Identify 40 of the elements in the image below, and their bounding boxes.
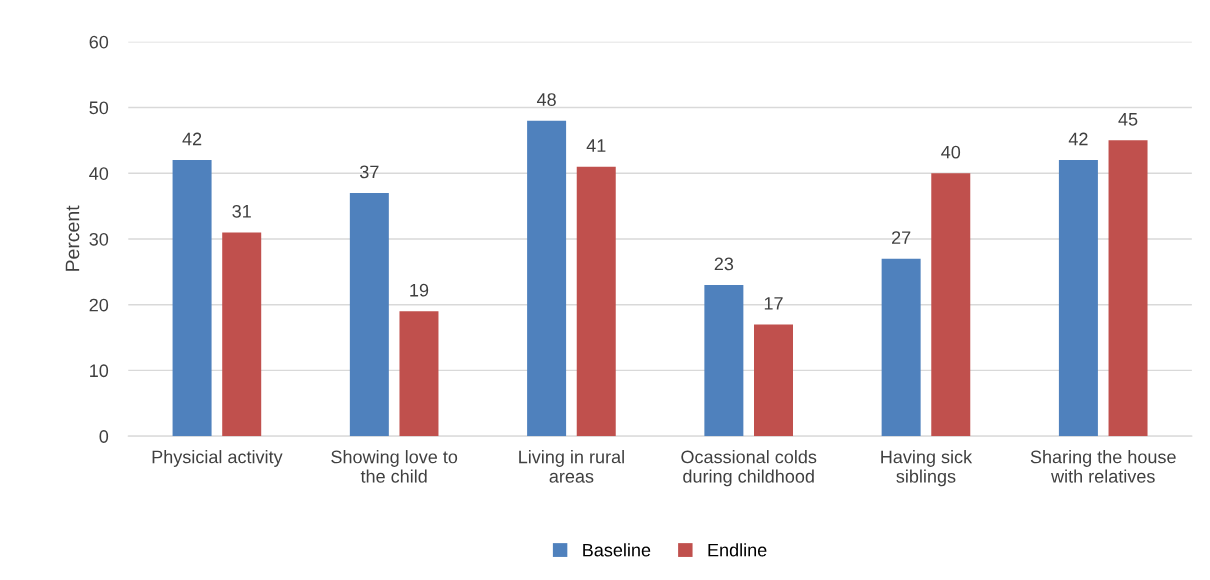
data-label: 45: [1118, 113, 1138, 126]
bar: [527, 120, 567, 437]
y-tick-label: 50: [89, 101, 109, 115]
data-label: 31: [232, 204, 251, 218]
y-tick-label: 0: [99, 430, 109, 443]
bar: [172, 160, 212, 437]
bar: [704, 284, 744, 437]
bar: [399, 311, 439, 437]
data-label: 23: [714, 257, 734, 271]
x-tick-label: Ocassional colds during childhood: [681, 450, 817, 487]
y-axis-title: Percent: [65, 205, 80, 271]
x-tick-label: Having sick siblings: [881, 450, 973, 487]
bar: [1108, 140, 1148, 437]
legend-label: Endline: [708, 543, 767, 557]
data-label: 19: [410, 283, 429, 297]
bar: [222, 232, 262, 437]
data-label: 42: [1068, 132, 1088, 146]
y-tick-label: 30: [89, 232, 109, 246]
data-label: 48: [536, 93, 556, 106]
y-tick-label: 10: [90, 364, 109, 378]
data-label: 41: [586, 139, 606, 152]
x-tick-label: Physicial activity: [152, 450, 283, 467]
x-tick-label: Showing love to the child: [331, 450, 458, 483]
bar: [349, 192, 389, 437]
y-tick-label: 20: [89, 298, 109, 312]
bar: [931, 173, 971, 437]
legend-label: Baseline: [583, 543, 651, 557]
x-tick-label: Living in rural areas: [519, 450, 624, 483]
y-tick-label: 60: [89, 35, 109, 49]
bar: [754, 324, 793, 437]
data-label: 37: [359, 165, 379, 179]
data-label: 27: [892, 231, 911, 244]
data-label: 40: [941, 145, 961, 159]
y-tick-label: 40: [89, 167, 109, 180]
x-tick-label: Sharing the house with relatives: [1030, 450, 1176, 483]
bar: [881, 258, 921, 437]
bar: [1058, 160, 1098, 437]
data-label: 42: [182, 132, 202, 146]
bar: [576, 166, 616, 437]
data-label: 17: [764, 297, 783, 310]
